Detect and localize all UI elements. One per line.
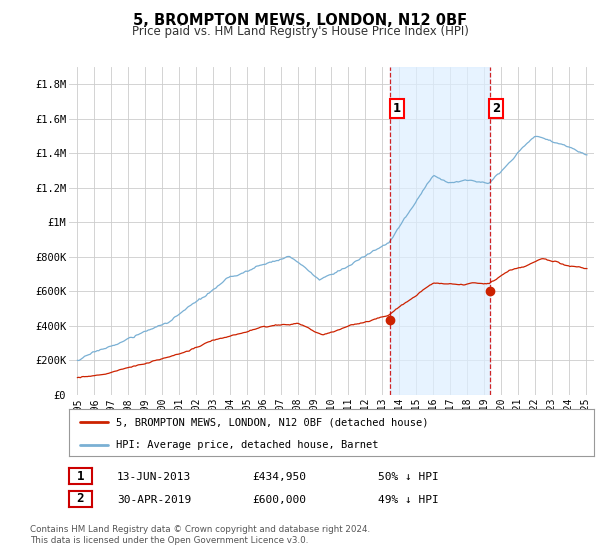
Text: 2: 2: [492, 102, 500, 115]
Text: 49% ↓ HPI: 49% ↓ HPI: [378, 495, 439, 505]
Bar: [390, 67, 490, 395]
Text: 30-APR-2019: 30-APR-2019: [117, 495, 191, 505]
Text: £600,000: £600,000: [252, 495, 306, 505]
Text: 1: 1: [392, 102, 401, 115]
Text: Contains HM Land Registry data © Crown copyright and database right 2024.
This d: Contains HM Land Registry data © Crown c…: [30, 525, 370, 545]
Text: £434,950: £434,950: [252, 472, 306, 482]
Text: 50% ↓ HPI: 50% ↓ HPI: [378, 472, 439, 482]
Text: HPI: Average price, detached house, Barnet: HPI: Average price, detached house, Barn…: [116, 440, 379, 450]
Text: 5, BROMPTON MEWS, LONDON, N12 0BF: 5, BROMPTON MEWS, LONDON, N12 0BF: [133, 13, 467, 29]
Text: 5, BROMPTON MEWS, LONDON, N12 0BF (detached house): 5, BROMPTON MEWS, LONDON, N12 0BF (detac…: [116, 417, 429, 427]
Text: 13-JUN-2013: 13-JUN-2013: [117, 472, 191, 482]
Text: Price paid vs. HM Land Registry's House Price Index (HPI): Price paid vs. HM Land Registry's House …: [131, 25, 469, 38]
Text: 2: 2: [77, 492, 84, 506]
Text: 1: 1: [77, 469, 84, 483]
